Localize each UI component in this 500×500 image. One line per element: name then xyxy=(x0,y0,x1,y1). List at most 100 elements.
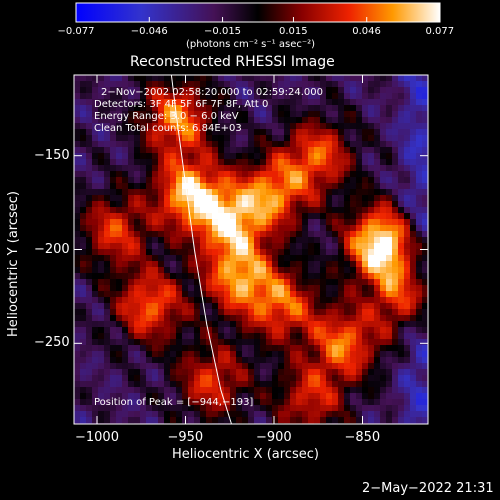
heatmap-cell xyxy=(80,351,87,358)
heatmap-cell xyxy=(140,237,147,244)
heatmap-cell xyxy=(272,375,279,382)
heatmap-cell xyxy=(218,123,225,130)
heatmap-cell xyxy=(254,273,261,280)
heatmap-cell xyxy=(296,93,303,100)
heatmap-cell xyxy=(116,285,123,292)
heatmap-cell xyxy=(140,141,147,148)
heatmap-cell xyxy=(110,363,117,370)
heatmap-cell xyxy=(320,123,327,130)
heatmap-cell xyxy=(86,363,93,370)
heatmap-cell xyxy=(176,393,183,400)
heatmap-cell xyxy=(152,243,159,250)
heatmap-cell xyxy=(320,321,327,328)
heatmap-cell xyxy=(338,321,345,328)
heatmap-cell xyxy=(320,195,327,202)
heatmap-cell xyxy=(260,285,267,292)
heatmap-cell xyxy=(374,117,381,124)
heatmap-cell xyxy=(296,141,303,148)
heatmap-cell xyxy=(206,261,213,268)
heatmap-cell xyxy=(188,81,195,88)
heatmap-cell xyxy=(404,315,411,322)
heatmap-cell xyxy=(128,219,135,226)
heatmap-cell xyxy=(134,159,141,166)
heatmap-cell xyxy=(146,171,153,178)
heatmap-cell xyxy=(248,231,255,238)
heatmap-cell xyxy=(200,195,207,202)
heatmap-cell xyxy=(164,405,171,412)
heatmap-cell xyxy=(140,249,147,256)
heatmap-cell xyxy=(200,285,207,292)
heatmap-cell xyxy=(332,171,339,178)
heatmap-cell xyxy=(86,153,93,160)
heatmap-cell xyxy=(158,195,165,202)
heatmap-cell xyxy=(236,123,243,130)
heatmap-cell xyxy=(380,285,387,292)
heatmap-cell xyxy=(110,411,117,418)
heatmap-cell xyxy=(158,87,165,94)
heatmap-cell xyxy=(254,153,261,160)
heatmap-cell xyxy=(188,327,195,334)
heatmap-cell xyxy=(194,243,201,250)
heatmap-cell xyxy=(188,231,195,238)
heatmap-cell xyxy=(416,369,423,376)
heatmap-cell xyxy=(296,381,303,388)
heatmap-cell xyxy=(146,225,153,232)
heatmap-cell xyxy=(212,105,219,112)
heatmap-cell xyxy=(266,369,273,376)
heatmap-cell xyxy=(272,147,279,154)
heatmap-cell xyxy=(416,261,423,268)
heatmap-cell xyxy=(308,375,315,382)
heatmap-cell xyxy=(314,93,321,100)
heatmap-cell xyxy=(326,339,333,346)
heatmap-cell xyxy=(146,273,153,280)
heatmap-cell xyxy=(188,267,195,274)
heatmap-cell xyxy=(230,267,237,274)
heatmap-cell xyxy=(116,141,123,148)
heatmap-cell xyxy=(98,237,105,244)
heatmap-cell xyxy=(104,129,111,136)
heatmap-cell xyxy=(272,291,279,298)
heatmap-cell xyxy=(98,81,105,88)
heatmap-cell xyxy=(236,351,243,358)
heatmap-cell xyxy=(134,417,141,424)
heatmap-cell xyxy=(212,165,219,172)
heatmap-cell xyxy=(314,159,321,166)
heatmap-cell xyxy=(386,285,393,292)
heatmap-cell xyxy=(116,75,123,82)
heatmap-cell xyxy=(278,195,285,202)
heatmap-cell xyxy=(92,309,99,316)
heatmap-cell xyxy=(404,219,411,226)
heatmap-cell xyxy=(182,411,189,418)
heatmap-cell xyxy=(122,165,129,172)
heatmap-cell xyxy=(140,207,147,214)
heatmap-cell xyxy=(98,75,105,82)
heatmap-cell xyxy=(212,321,219,328)
heatmap-cell xyxy=(338,135,345,142)
heatmap-cell xyxy=(362,111,369,118)
heatmap-cell xyxy=(386,279,393,286)
heatmap-cell xyxy=(110,93,117,100)
heatmap-cell xyxy=(110,237,117,244)
heatmap-cell xyxy=(200,135,207,142)
heatmap-cell xyxy=(242,249,249,256)
heatmap-cell xyxy=(254,381,261,388)
heatmap-cell xyxy=(134,393,141,400)
heatmap-cell xyxy=(230,99,237,106)
heatmap-cell xyxy=(164,375,171,382)
heatmap-cell xyxy=(182,285,189,292)
heatmap-cell xyxy=(386,147,393,154)
heatmap-cell xyxy=(284,255,291,262)
heatmap-cell xyxy=(278,183,285,190)
heatmap-cell xyxy=(158,207,165,214)
heatmap-cell xyxy=(200,381,207,388)
heatmap-cell xyxy=(272,315,279,322)
heatmap-cell xyxy=(74,147,81,154)
heatmap-cell xyxy=(182,375,189,382)
heatmap-cell xyxy=(140,171,147,178)
heatmap-cell xyxy=(356,237,363,244)
heatmap-cell xyxy=(152,93,159,100)
heatmap-cell xyxy=(104,297,111,304)
heatmap-cell xyxy=(248,165,255,172)
heatmap-cell xyxy=(182,117,189,124)
heatmap-cell xyxy=(332,279,339,286)
